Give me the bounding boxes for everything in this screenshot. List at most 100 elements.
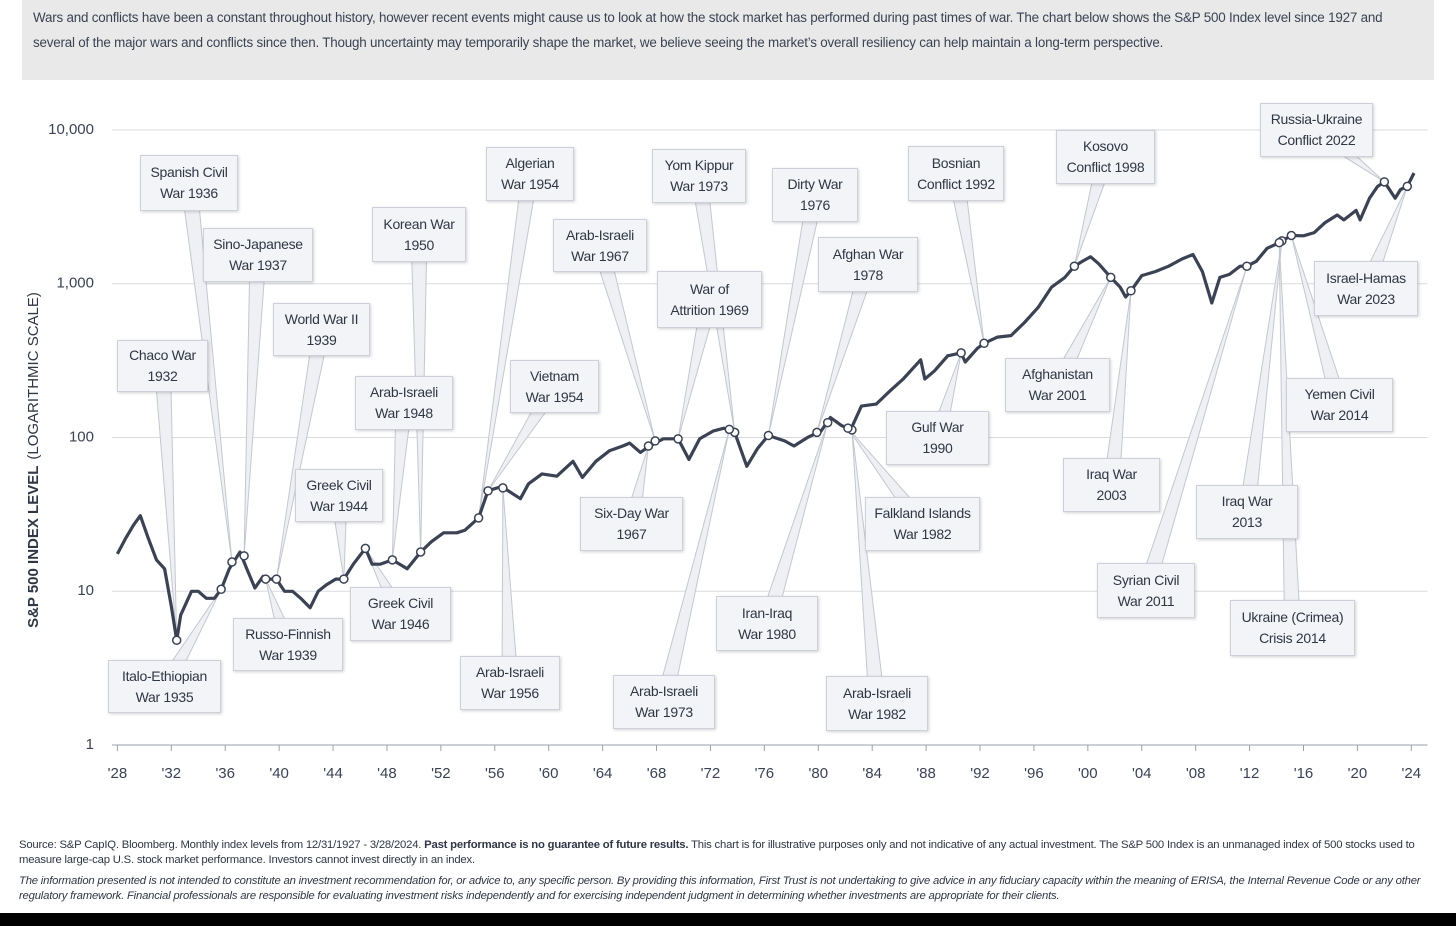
x-tick-label: '20 <box>1348 765 1368 782</box>
event-label: Kosovo Conflict 1998 <box>1056 130 1155 184</box>
y-tick-label: 100 <box>69 428 94 445</box>
event-label: Vietnam War 1954 <box>510 360 599 413</box>
y-tick-label: 1,000 <box>56 275 94 292</box>
event-marker <box>1242 261 1252 271</box>
source-bold: Past performance is no guarantee of futu… <box>424 839 689 851</box>
event-label: Arab-Israeli War 1967 <box>553 219 647 272</box>
event-label: War of Attrition 1969 <box>657 271 762 328</box>
event-label: Algerian War 1954 <box>486 147 574 201</box>
event-marker <box>1379 177 1390 187</box>
event-label: Arab-Israeli War 1973 <box>613 675 715 729</box>
x-tick-label: '64 <box>593 765 613 782</box>
event-label: Gulf War 1990 <box>886 411 989 465</box>
event-marker <box>415 547 426 557</box>
event-marker <box>1126 286 1136 296</box>
event-marker <box>1274 237 1284 248</box>
y-tick-label: 1 <box>86 736 94 753</box>
event-marker <box>239 551 249 561</box>
disclaimer: The information presented is not intende… <box>19 874 1439 904</box>
event-label: Greek Civil War 1944 <box>295 469 383 522</box>
connector <box>478 172 539 518</box>
event-label: Dirty War 1976 <box>772 168 858 222</box>
y-label: S&P 500 INDEX LEVEL <box>25 466 42 628</box>
connector <box>243 254 267 556</box>
event-marker <box>643 441 654 451</box>
event-marker <box>216 584 226 595</box>
x-tick-label: '24 <box>1402 765 1422 782</box>
x-tick-label: '40 <box>269 765 289 782</box>
connector <box>591 242 656 442</box>
event-label: Chaco War 1932 <box>117 340 208 392</box>
event-label: Russo-Finnish War 1939 <box>233 618 343 671</box>
event-marker <box>498 483 508 493</box>
event-label: Italo-Ethiopian War 1935 <box>108 660 221 713</box>
event-label: Iraq War 2013 <box>1196 485 1298 539</box>
event-label: Arab-Israeli War 1948 <box>355 376 453 430</box>
x-tick-label: '48 <box>377 765 397 782</box>
event-marker <box>1106 272 1116 283</box>
event-marker <box>1069 261 1080 271</box>
event-marker <box>673 434 683 444</box>
event-label: Iran-Iraq War 1980 <box>716 596 818 651</box>
x-tick-label: '60 <box>539 765 559 782</box>
event-marker <box>763 430 774 441</box>
event-label: Afghanistan War 2001 <box>1005 358 1110 412</box>
event-marker <box>227 557 237 567</box>
event-label: Greek Civil War 1946 <box>350 587 451 641</box>
x-tick-label: '04 <box>1132 765 1152 782</box>
event-marker <box>260 574 271 584</box>
event-marker <box>271 574 282 584</box>
event-marker <box>171 635 182 646</box>
source-rest: This chart is for illustrative purposes … <box>19 839 1415 866</box>
event-label: Arab-Israeli War 1982 <box>826 676 928 731</box>
event-label: Yemen Civil War 2014 <box>1286 378 1393 432</box>
connectors <box>153 122 1408 705</box>
x-tick-label: '92 <box>970 765 990 782</box>
event-label: Falkland Islands War 1982 <box>865 497 980 551</box>
x-tick-label: '00 <box>1078 765 1098 782</box>
event-label: Syrian Civil War 2011 <box>1097 563 1195 618</box>
event-marker <box>360 543 371 554</box>
event-label: Arab-Israeli War 1956 <box>460 656 560 710</box>
event-marker <box>812 427 822 438</box>
event-label: Russia-Ukraine Conflict 2022 <box>1260 103 1373 157</box>
y-label-note: (LOGARITHMIC SCALE) <box>25 292 42 460</box>
y-axis-label: S&P 500 INDEX LEVEL (LOGARITHMIC SCALE) <box>25 292 42 628</box>
footnotes: Source: S&P CapIQ. Bloomberg. Monthly in… <box>19 838 1439 910</box>
disclaimer-text: The information presented is not intende… <box>19 875 1421 902</box>
x-tick-label: '32 <box>162 765 182 782</box>
event-label: Korean War 1950 <box>372 207 466 262</box>
connector <box>275 327 330 580</box>
source: Source: S&P CapIQ. Bloomberg. Monthly in… <box>19 839 422 851</box>
event-marker <box>1286 230 1297 241</box>
event-label: Spanish Civil War 1936 <box>140 155 238 211</box>
y-tick-label: 10 <box>77 582 94 599</box>
chart: S&P 500 INDEX LEVEL (LOGARITHMIC SCALE) 1… <box>25 121 1428 782</box>
x-tick-label: '36 <box>215 765 235 782</box>
x-tick-label: '76 <box>755 765 775 782</box>
event-label: Ukraine (Crimea) Crisis 2014 <box>1230 600 1355 656</box>
x-tick-label: '16 <box>1294 765 1314 782</box>
event-label: Israel-Hamas War 2023 <box>1314 261 1418 316</box>
connector <box>655 429 730 705</box>
event-marker <box>724 424 735 435</box>
source-note: Source: S&P CapIQ. Bloomberg. Monthly in… <box>19 838 1439 868</box>
connector <box>1137 266 1248 594</box>
x-tick-label: '84 <box>862 765 882 782</box>
x-tick-label: '44 <box>323 765 343 782</box>
event-marker <box>843 423 853 433</box>
connector <box>501 487 519 684</box>
event-label: Six-Day War 1967 <box>580 497 683 551</box>
connector <box>1238 240 1283 514</box>
event-marker <box>1402 181 1413 192</box>
x-tick-label: '96 <box>1024 765 1044 782</box>
event-label: Bosnian Conflict 1992 <box>908 146 1004 201</box>
event-marker <box>339 574 349 584</box>
x-tick-label: '12 <box>1240 765 1260 782</box>
y-tick-label: 10,000 <box>48 121 94 138</box>
event-marker <box>822 417 833 428</box>
connector <box>767 192 824 436</box>
bottom-bar <box>0 913 1456 926</box>
x-tick-label: '56 <box>485 765 505 782</box>
